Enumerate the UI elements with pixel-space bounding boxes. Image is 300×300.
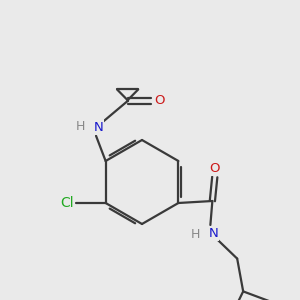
Text: H: H bbox=[191, 228, 200, 241]
Text: O: O bbox=[209, 162, 220, 175]
Text: N: N bbox=[94, 121, 103, 134]
Text: N: N bbox=[208, 227, 218, 240]
Text: H: H bbox=[76, 120, 86, 133]
Text: O: O bbox=[154, 94, 165, 107]
Text: Cl: Cl bbox=[60, 196, 74, 210]
